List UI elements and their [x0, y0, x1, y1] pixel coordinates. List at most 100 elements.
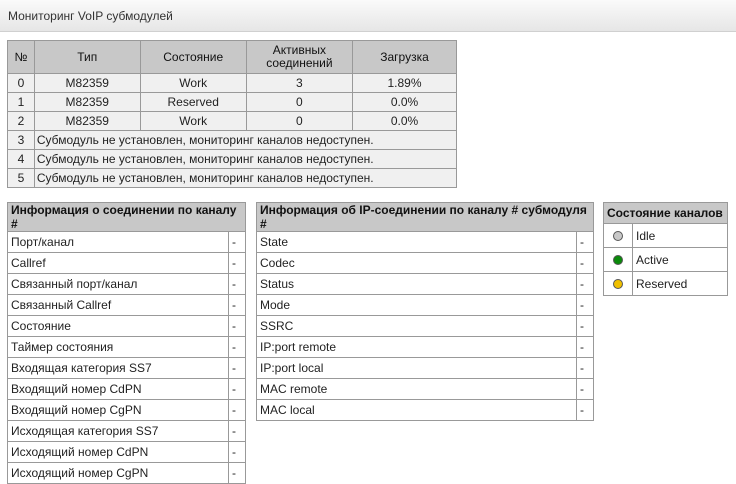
info-row: Исходящая категория SS7- [7, 420, 246, 442]
status-dot-icon [613, 231, 623, 242]
info-row: State - [256, 231, 594, 253]
legend-item: Idle [603, 223, 728, 248]
info-row: MAC remote - [256, 378, 594, 400]
cell-load: 1.89% [352, 73, 457, 93]
info-label: Связанный Callref [7, 294, 229, 316]
info-label: Исходящий номер CgPN [7, 462, 229, 484]
cell-type: M82359 [33, 111, 141, 131]
info-label: MAC remote [256, 378, 577, 400]
column-header: Загрузка [352, 40, 457, 74]
info-row: Mode - [256, 294, 594, 316]
info-label: Исходящий номер CdPN [7, 441, 229, 463]
info-label: Состояние [7, 315, 229, 337]
legend-item: Active [603, 247, 728, 272]
cell-type: M82359 [33, 92, 141, 112]
cell-n: 4 [7, 149, 35, 169]
cell-state: Reserved [139, 92, 247, 112]
table-row: 3 Субмодуль не установлен, мониторинг кан… [7, 130, 458, 150]
page-title: Мониторинг VoIP субмодулей [8, 9, 173, 23]
info-value: - [228, 441, 246, 463]
info-value: - [576, 294, 594, 316]
legend-label: Active [632, 247, 728, 272]
info-row: Входящая категория SS7- [7, 357, 246, 379]
info-label: IP:port remote [256, 336, 577, 358]
info-value: - [576, 336, 594, 358]
info-label: Входящий номер CdPN [7, 378, 229, 400]
info-row: Состояние - [7, 315, 246, 337]
info-value: - [576, 378, 594, 400]
submodules-table: № Тип Состояние Активных соединений Загрузка… [7, 40, 458, 188]
info-label: Таймер состояния [7, 336, 229, 358]
column-header: № [7, 40, 35, 74]
info-label: Исходящая категория SS7 [7, 420, 229, 442]
cell-type: M82359 [33, 73, 141, 93]
legend-label: Reserved [632, 271, 728, 296]
info-row: MAC local - [256, 399, 594, 421]
info-value: - [576, 231, 594, 253]
legend-dot-cell [603, 223, 633, 248]
channel-state-legend: Состояние каналов Idle Active Reserved [603, 202, 728, 296]
info-row: Status - [256, 273, 594, 295]
info-row: Связанный Callref - [7, 294, 246, 316]
info-value: - [576, 273, 594, 295]
ip-info-title: Информация об IP-соединении по каналу # … [256, 202, 594, 232]
cell-active: 0 [245, 92, 354, 112]
info-row: Таймер состояния - [7, 336, 246, 358]
info-label: Codec [256, 252, 577, 274]
info-value: - [228, 336, 246, 358]
info-label: MAC local [256, 399, 577, 421]
ip-info-table: Информация об IP-соединении по каналу # … [256, 202, 594, 421]
legend-dot-cell [603, 271, 633, 296]
info-label: Status [256, 273, 577, 295]
table-row: 1 M82359 Reserved 0 0.0% [7, 92, 457, 112]
info-row: IP:port local - [256, 357, 594, 379]
info-label: Связанный порт/канал [7, 273, 229, 295]
info-value: - [576, 399, 594, 421]
column-header: Активных соединений [245, 40, 354, 74]
page-header: Мониторинг VoIP субмодулей [0, 0, 736, 32]
cell-message: Субмодуль не установлен, мониторинг кана… [33, 149, 458, 169]
info-row: Codec - [256, 252, 594, 274]
info-row: Связанный порт/канал - [7, 273, 246, 295]
table-row: 2 M82359 Work 0 0.0% [7, 111, 457, 131]
info-row: Исходящий номер CgPN - [7, 462, 246, 484]
status-dot-icon [613, 279, 623, 290]
cell-state: Work [139, 73, 247, 93]
status-dot-icon [613, 255, 623, 266]
info-label: State [256, 231, 577, 253]
column-header: Состояние [139, 40, 247, 74]
info-value: - [576, 315, 594, 337]
column-header: Тип [33, 40, 141, 74]
info-label: IP:port local [256, 357, 577, 379]
cell-state: Work [139, 111, 247, 131]
info-row: SSRC - [256, 315, 594, 337]
cell-active: 0 [245, 111, 354, 131]
info-label: Mode [256, 294, 577, 316]
info-label: Порт/канал [7, 231, 229, 253]
info-value: - [228, 273, 246, 295]
info-value: - [228, 462, 246, 484]
info-row: Входящий номер CgPN - [7, 399, 246, 421]
info-value: - [228, 294, 246, 316]
info-label: Callref [7, 252, 229, 274]
table-row: 5 Субмодуль не установлен, мониторинг кан… [7, 168, 458, 188]
table-row: 4 Субмодуль не установлен, мониторинг кан… [7, 149, 458, 169]
info-row: Порт/канал - [7, 231, 246, 253]
info-row: IP:port remote - [256, 336, 594, 358]
info-label: Входящий номер CgPN [7, 399, 229, 421]
cell-n: 2 [7, 111, 35, 131]
cell-n: 3 [7, 130, 35, 150]
info-label: Входящая категория SS7 [7, 357, 229, 379]
legend-dot-cell [603, 247, 633, 272]
info-value: - [228, 315, 246, 337]
cell-load: 0.0% [352, 92, 457, 112]
info-value: - [576, 357, 594, 379]
info-value: - [228, 378, 246, 400]
legend-title: Состояние каналов [603, 202, 728, 224]
info-value: - [228, 420, 246, 442]
info-row: Исходящий номер CdPN - [7, 441, 246, 463]
info-row: Callref - [7, 252, 246, 274]
legend-item: Reserved [603, 271, 728, 296]
info-label: SSRC [256, 315, 577, 337]
connection-info-title: Информация о соединении по каналу # [7, 202, 246, 232]
